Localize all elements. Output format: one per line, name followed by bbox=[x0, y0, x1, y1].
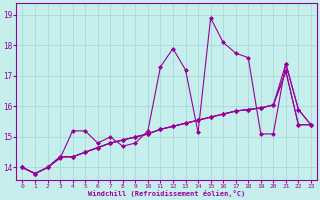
X-axis label: Windchill (Refroidissement éolien,°C): Windchill (Refroidissement éolien,°C) bbox=[88, 190, 245, 197]
